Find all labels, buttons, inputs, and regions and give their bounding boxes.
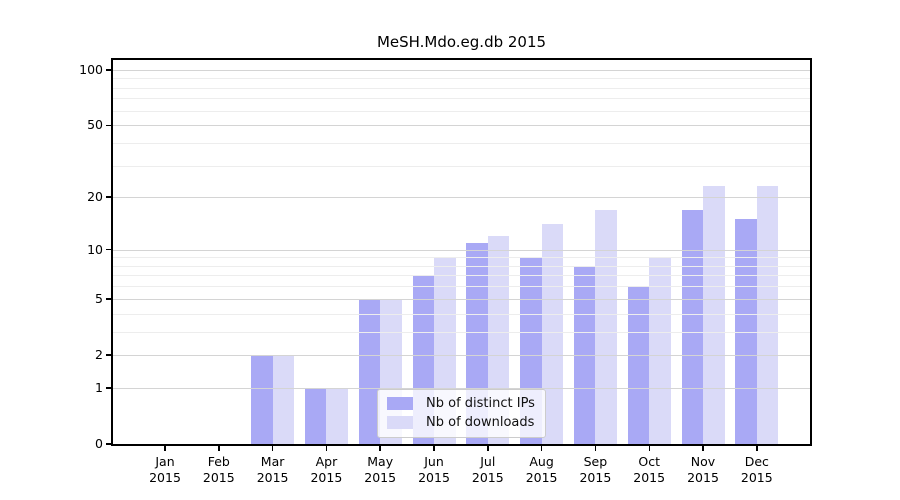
plot-area: Nb of distinct IPs Nb of downloads: [111, 58, 812, 446]
y-axis-tick-label: 50: [87, 117, 103, 133]
bar-distinct-ips-mar: [251, 354, 273, 444]
legend-item-distinct-ips: Nb of distinct IPs: [387, 396, 535, 411]
x-tick-mark: [487, 446, 489, 451]
x-tick-mark: [594, 446, 597, 451]
y-axis-tick-label: 1: [95, 379, 103, 395]
minor-gridline: [113, 165, 810, 167]
y-tick-mark: [106, 387, 111, 389]
bar-downloads-sep: [595, 209, 617, 444]
x-tick-mark: [164, 446, 166, 451]
bar-downloads-dec: [756, 186, 779, 444]
y-tick-mark: [106, 298, 111, 300]
x-axis-tick-label: Jul 2015: [471, 454, 504, 485]
x-tick-mark: [379, 446, 381, 451]
minor-gridline: [113, 110, 810, 112]
y-tick-mark: [106, 443, 111, 445]
gridlines-layer: [113, 60, 810, 444]
y-axis-tick-label: 0: [95, 436, 103, 451]
y-tick-mark: [106, 124, 111, 126]
bar-downloads-nov: [703, 186, 725, 444]
minor-gridline: [113, 98, 810, 100]
x-tick-mark: [702, 446, 704, 451]
major-gridline: [113, 249, 810, 251]
x-axis-tick-label: Sep 2015: [579, 454, 612, 485]
x-tick-mark: [325, 446, 328, 451]
y-axis-tick-label: 20: [87, 189, 103, 205]
bar-distinct-ips-apr: [304, 387, 327, 444]
legend: Nb of distinct IPs Nb of downloads: [377, 389, 546, 438]
y-tick-mark: [106, 248, 111, 251]
minor-gridline: [113, 286, 810, 288]
major-gridline: [113, 125, 810, 127]
x-axis-tick-label: Apr 2015: [310, 454, 343, 485]
x-tick-mark: [540, 446, 543, 451]
y-axis-tick-label: 100: [79, 61, 103, 77]
x-axis-tick-label: Nov 2015: [687, 454, 719, 485]
x-axis-tick-label: Aug 2015: [525, 454, 558, 485]
minor-gridline: [113, 331, 810, 333]
major-gridline: [113, 298, 810, 300]
x-tick-mark: [756, 446, 758, 451]
x-tick-mark: [271, 446, 274, 451]
major-gridline: [113, 354, 810, 356]
legend-label-distinct-ips: Nb of distinct IPs: [426, 396, 535, 411]
x-axis-tick-label: Jun 2015: [418, 454, 450, 485]
legend-item-downloads: Nb of downloads: [387, 415, 535, 430]
major-gridline: [113, 387, 810, 389]
x-axis-tick-label: May 2015: [364, 454, 397, 485]
minor-gridline: [113, 78, 810, 80]
bar-distinct-ips-may: [358, 298, 381, 444]
bar-downloads-mar: [272, 354, 295, 444]
y-tick-mark: [106, 196, 111, 198]
minor-gridline: [113, 313, 810, 315]
bar-distinct-ips-nov: [681, 209, 703, 444]
legend-label-downloads: Nb of downloads: [426, 415, 535, 430]
minor-gridline: [113, 87, 810, 89]
bar-downloads-aug: [541, 224, 564, 444]
x-axis-tick-label: Feb 2015: [202, 454, 235, 485]
minor-gridline: [113, 142, 810, 144]
legend-swatch-downloads-icon: [387, 416, 413, 429]
x-axis-tick-label: Jan 2015: [149, 454, 181, 485]
minor-gridline: [113, 275, 810, 277]
chart-title: MeSH.Mdo.eg.db 2015: [376, 33, 547, 51]
x-axis-tick-label: Mar 2015: [256, 454, 289, 485]
bar-distinct-ips-oct: [627, 286, 650, 444]
x-tick-mark: [433, 446, 435, 451]
x-axis-tick-label: Oct 2015: [633, 454, 666, 485]
legend-swatch-distinct-ips-icon: [387, 397, 413, 410]
y-axis-tick-label: 10: [87, 241, 103, 257]
x-tick-mark: [218, 446, 220, 451]
bar-downloads-oct: [649, 257, 671, 444]
major-gridline: [113, 197, 810, 199]
x-axis-tick-label: Dec 2015: [740, 454, 773, 485]
y-tick-mark: [106, 354, 111, 356]
y-axis-tick-label: 5: [95, 290, 103, 306]
y-tick-mark: [106, 69, 111, 71]
bar-downloads-apr: [326, 387, 348, 444]
x-tick-mark: [648, 446, 650, 451]
y-axis-tick-label: 2: [95, 346, 103, 362]
minor-gridline: [113, 257, 810, 259]
major-gridline: [113, 69, 810, 71]
minor-gridline: [113, 265, 810, 267]
